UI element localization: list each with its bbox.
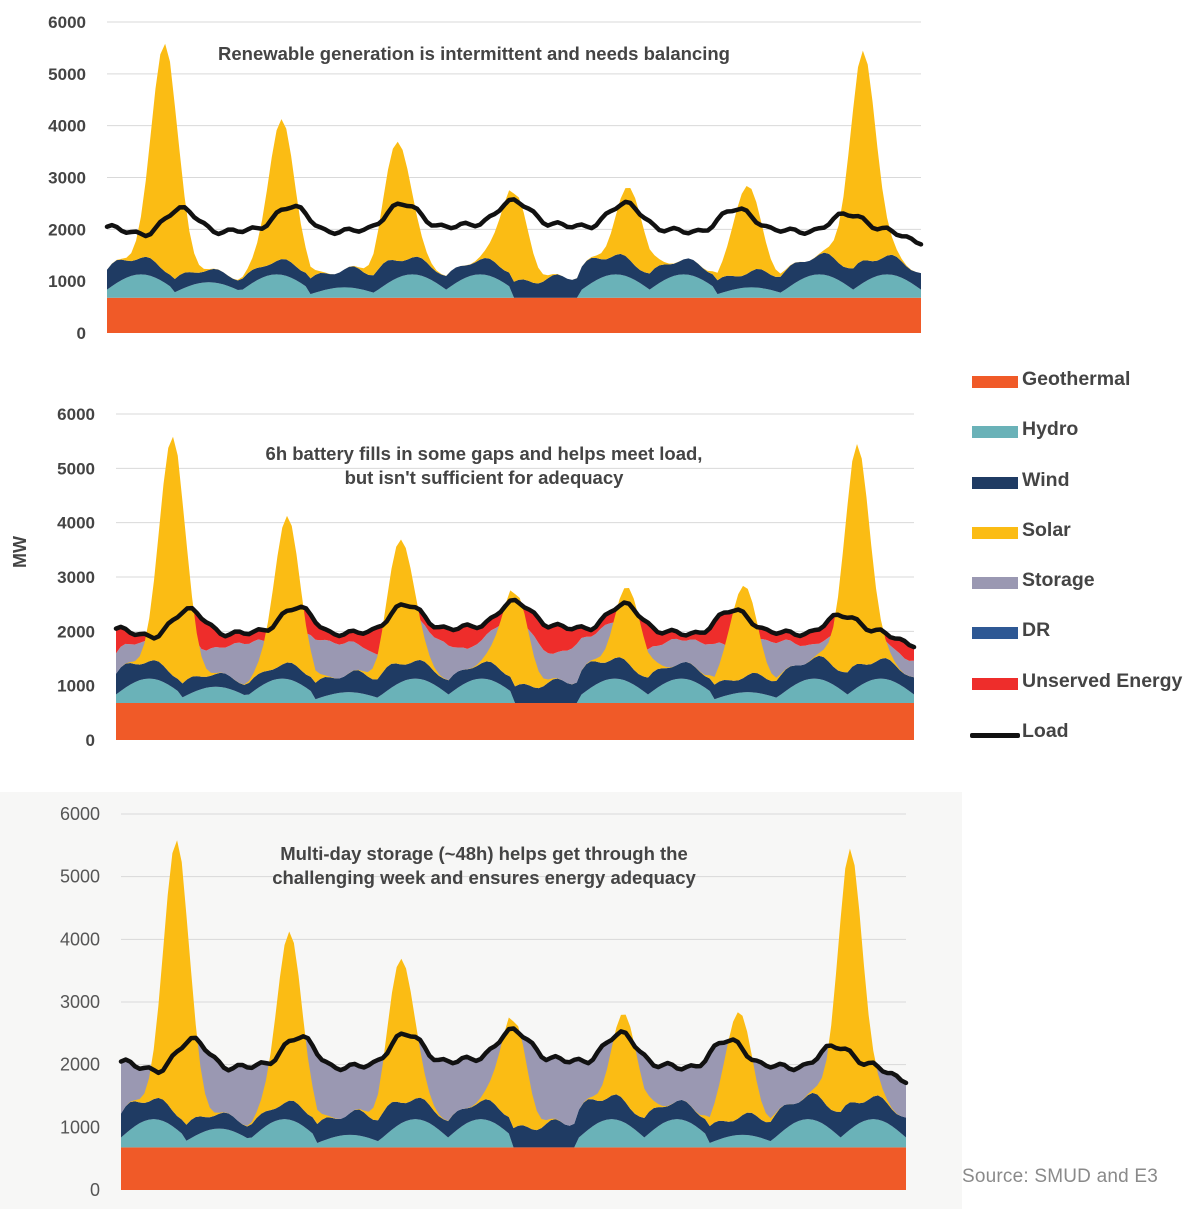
y-tick-label: 4000 (60, 929, 100, 949)
legend-label: Geothermal (1022, 368, 1131, 390)
legend-label: Load (1022, 720, 1069, 743)
series-geothermal-area (121, 1147, 906, 1190)
legend-swatch (972, 526, 1018, 539)
chart-title: Multi-day storage (~48h) helps get throu… (280, 843, 688, 864)
legend-label: Solar (1022, 518, 1071, 541)
legend-label: DR (1022, 619, 1051, 642)
legend-label: Hydro (1022, 418, 1079, 441)
legend-label: Unserved Energy (1022, 669, 1183, 692)
y-tick-label: 0 (77, 324, 86, 343)
y-tick-label: 3000 (48, 169, 86, 188)
chart-panel-2: 0 1000 2000 3000 4000 5000 6000 6h battery fill… (57, 405, 917, 750)
y-tick-label: 3000 (57, 568, 95, 587)
legend-item-geothermal: Geothermal (970, 366, 1201, 416)
y-tick-label: 5000 (60, 867, 100, 887)
y-tick-label: 4000 (57, 514, 95, 533)
series-geothermal-area (116, 703, 914, 740)
series-solar-area (107, 43, 921, 284)
legend-swatch (972, 677, 1018, 690)
legend-item-load: Load (970, 718, 1201, 768)
series-wind-area (116, 655, 914, 704)
y-tick-label: 6000 (57, 405, 95, 424)
legend-item-storage: Storage (970, 567, 1201, 617)
legend-swatch (972, 426, 1018, 439)
legend: Geothermal Hydro Wind Solar Storage DR Unserve… (970, 366, 1201, 768)
y-axis-label: MW (10, 536, 30, 568)
legend-item-unserved-energy: Unserved Energy (970, 668, 1201, 718)
legend-swatch (972, 476, 1018, 489)
series-wind-area (121, 1092, 906, 1148)
y-tick-label: 1000 (48, 272, 86, 291)
series-load-line (118, 1026, 909, 1086)
legend-swatch (972, 627, 1018, 640)
y-tick-label: 2000 (60, 1055, 100, 1075)
series-solar-area (116, 436, 914, 689)
y-tick-label: 1000 (60, 1117, 100, 1137)
legend-item-solar: Solar (970, 517, 1201, 567)
legend-item-dr: DR (970, 617, 1201, 667)
chart-title: Renewable generation is intermittent and… (218, 43, 730, 64)
series-load-line (104, 197, 924, 247)
series-load-line (113, 597, 917, 650)
y-tick-label: 2000 (57, 622, 95, 641)
y-tick-label: 3000 (60, 992, 100, 1012)
series-wind-area (107, 252, 921, 298)
y-tick-label: 0 (90, 1180, 100, 1200)
chart-panel-3: 0 1000 2000 3000 4000 5000 6000 Multi-day stora… (60, 804, 909, 1200)
source-note: Source: SMUD and E3 (962, 1166, 1158, 1187)
chart-title: challenging week and ensures energy adeq… (272, 867, 696, 888)
y-tick-label: 5000 (48, 65, 86, 84)
legend-swatch (972, 577, 1018, 590)
series-hydro-area (121, 1119, 906, 1148)
legend-swatch (970, 733, 1020, 739)
series-hydro-area (107, 274, 921, 298)
y-tick-label: 2000 (48, 220, 86, 239)
legend-swatch (972, 376, 1018, 388)
legend-label: Storage (1022, 569, 1095, 592)
chart-title: 6h battery fills in some gaps and helps … (266, 443, 703, 464)
legend-item-wind: Wind (970, 467, 1201, 517)
series-solar-area (121, 840, 906, 1131)
legend-label: Wind (1022, 468, 1070, 491)
series-hydro-area (116, 678, 914, 704)
y-tick-label: 4000 (48, 117, 86, 136)
chart-title: but isn't sufficient for adequacy (345, 467, 625, 488)
y-tick-label: 5000 (57, 459, 95, 478)
legend-item-hydro: Hydro (970, 416, 1201, 466)
y-tick-label: 1000 (57, 677, 95, 696)
y-tick-label: 0 (86, 731, 95, 750)
y-tick-label: 6000 (48, 13, 86, 32)
y-tick-label: 6000 (60, 804, 100, 824)
series-geothermal-area (107, 297, 921, 333)
chart-panel-1: 0 1000 2000 3000 4000 5000 6000 Renewable gener… (48, 13, 924, 343)
